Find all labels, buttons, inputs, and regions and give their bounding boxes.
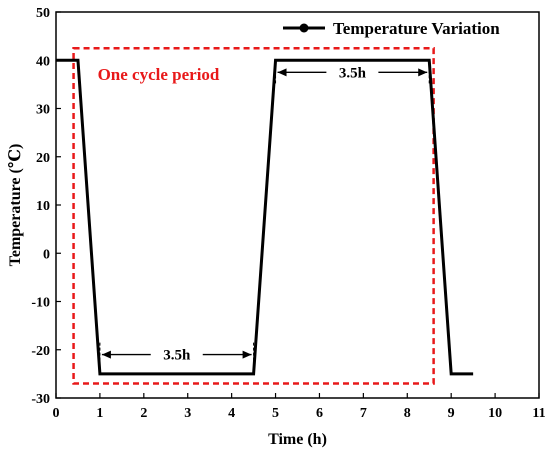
- x-axis-label: Time (h): [268, 431, 327, 448]
- x-tick-label: 0: [53, 406, 60, 421]
- y-tick-label: 30: [36, 103, 50, 118]
- y-axis-label: Temperature (℃): [7, 144, 24, 267]
- y-tick-label: -10: [31, 296, 50, 311]
- arrowhead-right: [418, 68, 428, 77]
- x-tick-label: 5: [272, 406, 279, 421]
- duration-annotation: 3.5h: [99, 342, 255, 367]
- x-tick-label: 6: [316, 406, 323, 421]
- series-line: [56, 58, 474, 376]
- duration-label: 3.5h: [163, 348, 191, 364]
- cycle-period-box: [72, 46, 435, 385]
- y-tick-label: 0: [43, 247, 50, 262]
- y-tick-label: -30: [31, 392, 50, 407]
- y-axis-ticks: -30 -20 -10 0 10 20 30 40 50: [31, 6, 61, 407]
- cycle-period-label: One cycle period: [98, 65, 220, 84]
- duration-annotation: 3.5h: [275, 60, 430, 85]
- x-tick-label: 7: [360, 406, 367, 421]
- y-tick-label: 10: [36, 199, 50, 214]
- x-tick-label: 2: [140, 406, 147, 421]
- x-tick-label: 4: [228, 406, 235, 421]
- x-tick-label: 11: [532, 406, 545, 421]
- annotations: One cycle period 3.5h 3.5h: [72, 46, 435, 385]
- x-tick-label: 1: [96, 406, 103, 421]
- x-tick-label: 10: [488, 406, 502, 421]
- y-tick-label: 50: [36, 6, 50, 21]
- arrowhead-right: [242, 350, 252, 359]
- series-layer: [56, 58, 474, 376]
- legend: Temperature Variation: [283, 19, 500, 38]
- duration-label: 3.5h: [339, 65, 367, 81]
- y-tick-label: -20: [31, 344, 50, 359]
- arrowhead-left: [101, 350, 111, 359]
- y-tick-label: 40: [36, 54, 50, 69]
- y-tick-label: 20: [36, 151, 50, 166]
- x-tick-label: 8: [404, 406, 411, 421]
- x-axis-ticks: 0 1 2 3 4 5 6 7 8 9 10 11: [53, 393, 546, 421]
- x-tick-label: 9: [448, 406, 455, 421]
- legend-label: Temperature Variation: [333, 19, 500, 38]
- x-tick-label: 3: [184, 406, 191, 421]
- legend-dot-marker: [299, 23, 309, 33]
- arrowhead-left: [277, 68, 287, 77]
